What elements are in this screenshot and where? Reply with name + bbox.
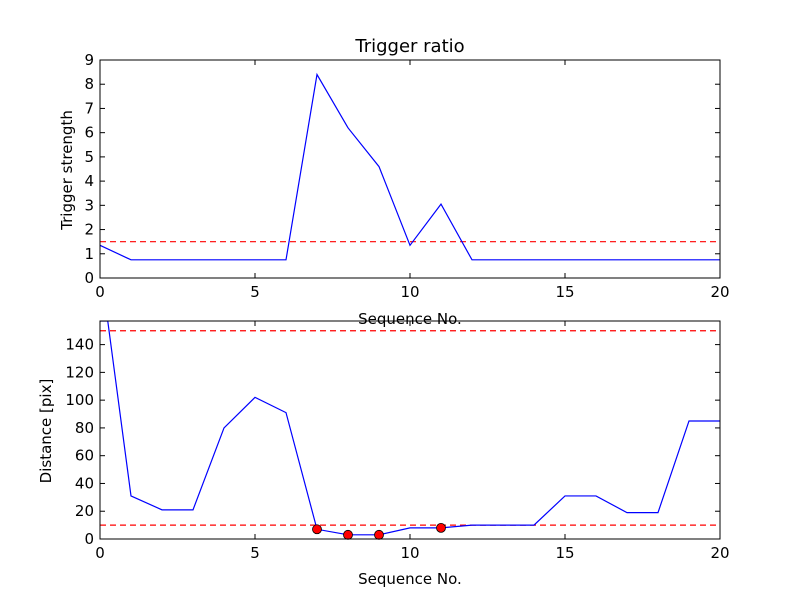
- y-tick-label: 60: [75, 447, 94, 465]
- x-tick-label: 10: [400, 283, 419, 301]
- data-point-marker: [312, 524, 322, 535]
- y-tick-label: 100: [65, 391, 94, 409]
- y-tick-label: 5: [84, 148, 94, 166]
- x-axis-label: Sequence No.: [358, 570, 462, 588]
- x-tick-label: 5: [250, 283, 260, 301]
- x-axis-label: Sequence No.: [358, 310, 462, 328]
- x-tick-label: 20: [710, 544, 729, 562]
- y-tick-label: 3: [84, 196, 94, 214]
- x-tick-label: 15: [555, 283, 574, 301]
- y-axis-label: Trigger strength: [58, 110, 76, 231]
- x-tick-label: 10: [400, 544, 419, 562]
- series-line-0: [100, 321, 720, 536]
- data-point-marker: [343, 529, 353, 540]
- y-tick-label: 120: [65, 363, 94, 381]
- data-point-marker: [436, 522, 446, 533]
- y-tick-label: 8: [84, 75, 94, 93]
- chart-title: Trigger ratio: [354, 36, 464, 57]
- y-tick-label: 40: [75, 474, 94, 492]
- y-tick-label: 0: [84, 269, 94, 287]
- data-point-marker: [374, 529, 384, 540]
- y-tick-label: 20: [75, 502, 94, 520]
- y-tick-label: 4: [84, 172, 94, 190]
- y-tick-label: 6: [84, 124, 94, 142]
- series-line-0: [100, 72, 720, 261]
- x-tick-label: 0: [95, 283, 105, 301]
- y-tick-label: 9: [84, 51, 94, 69]
- x-tick-label: 0: [95, 544, 105, 562]
- trigger-ratio-chart: Trigger ratio 0 5 10 15 20 0 1 2 3 4 5 6 7 8 9 Sequenc…: [58, 36, 730, 328]
- x-tick-label: 20: [710, 283, 729, 301]
- y-axis-label: Distance [pix]: [37, 379, 55, 484]
- y-tick-label: 140: [65, 336, 94, 354]
- y-tick-label: 2: [84, 221, 94, 239]
- y-tick-label: 80: [75, 419, 94, 437]
- plot-frame: [99, 320, 721, 540]
- x-tick-label: 5: [250, 544, 260, 562]
- y-tick-label: 1: [84, 245, 94, 263]
- y-tick-label: 0: [84, 530, 94, 548]
- y-tick-label: 7: [84, 99, 94, 117]
- x-tick-label: 15: [555, 544, 574, 562]
